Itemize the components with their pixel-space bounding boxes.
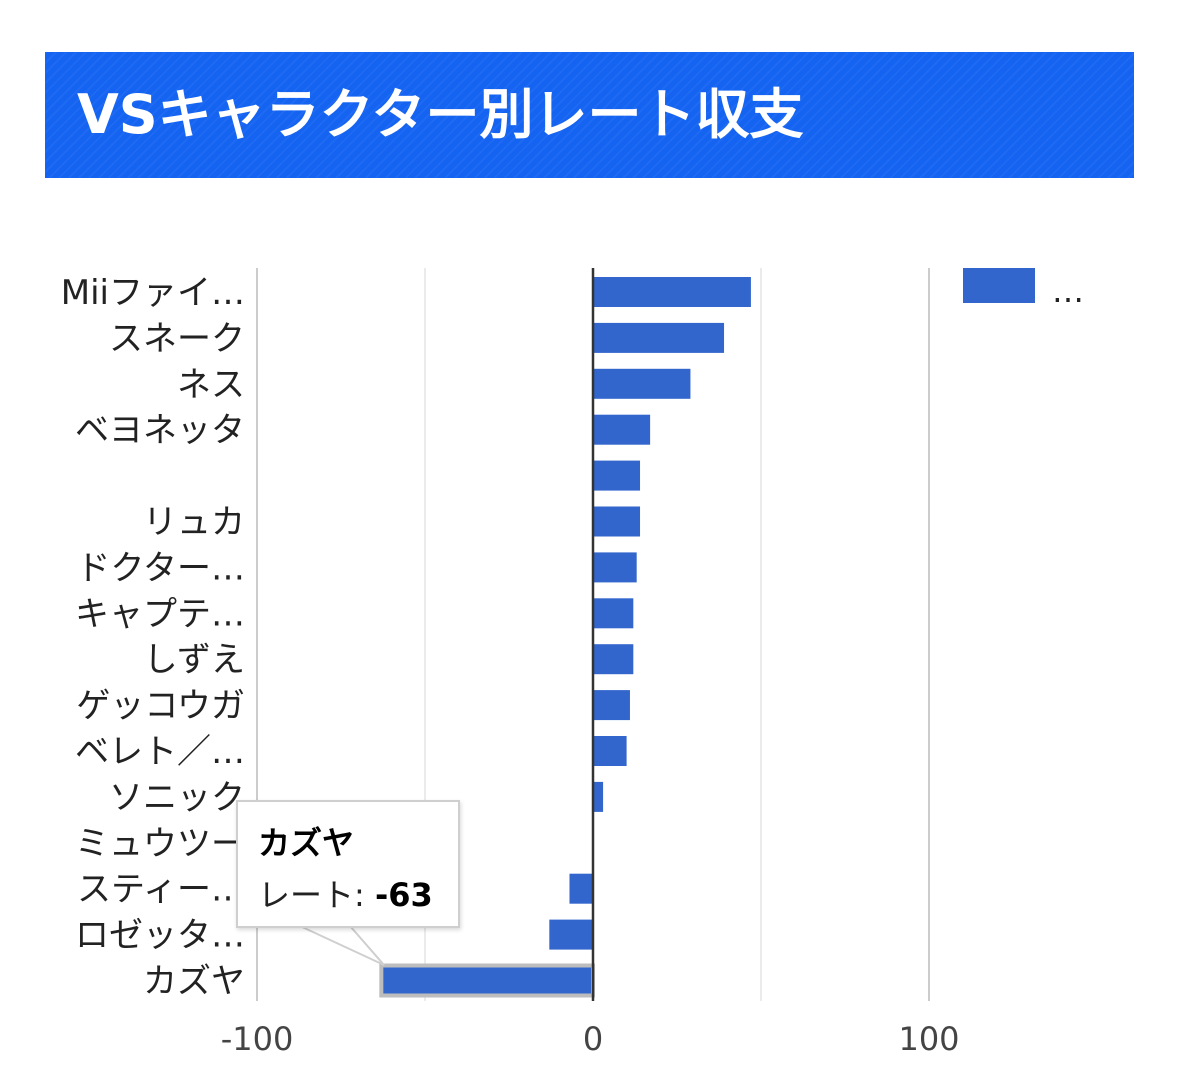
bar bbox=[593, 644, 634, 675]
x-tick-label: 0 bbox=[583, 1020, 603, 1058]
category-label: スティー… bbox=[77, 870, 245, 910]
tooltip: カズヤ レート: -63 bbox=[236, 800, 460, 928]
category-label: ベヨネッタ bbox=[75, 411, 245, 451]
x-tick-label: 100 bbox=[898, 1020, 959, 1058]
category-label: スネーク bbox=[109, 319, 245, 359]
category-label: Miiファイ… bbox=[61, 273, 245, 313]
bar bbox=[569, 873, 593, 904]
category-label: ネス bbox=[177, 365, 245, 405]
tooltip-label: レート: bbox=[258, 876, 375, 914]
bar bbox=[593, 506, 641, 537]
bar bbox=[593, 460, 641, 491]
bar bbox=[593, 552, 637, 583]
bar bbox=[593, 781, 604, 812]
category-label: ベレト／… bbox=[75, 732, 245, 772]
category-label: ミュウツー bbox=[75, 824, 245, 864]
bar-highlighted bbox=[379, 963, 595, 998]
category-label: ゲッコウガ bbox=[76, 686, 245, 726]
tooltip-value: -63 bbox=[374, 876, 433, 914]
chart-header: VSキャラクター別レート収支 bbox=[45, 52, 1134, 178]
bar bbox=[549, 919, 593, 950]
x-tick-label: -100 bbox=[221, 1020, 294, 1058]
category-label: ロゼッタ… bbox=[75, 916, 245, 956]
legend-label: … bbox=[1052, 272, 1084, 310]
bar bbox=[593, 322, 725, 353]
category-label: ドクター… bbox=[76, 548, 245, 588]
category-label: カズヤ bbox=[143, 962, 245, 1002]
bar bbox=[593, 368, 691, 399]
bar bbox=[593, 277, 751, 307]
tooltip-line: レート: -63 bbox=[258, 870, 433, 916]
page-title: VSキャラクター別レート収支 bbox=[77, 83, 804, 146]
bar bbox=[593, 414, 651, 445]
bar bbox=[593, 690, 630, 721]
bar bbox=[593, 736, 627, 766]
category-label: キャプテ… bbox=[75, 594, 245, 634]
category-label: しずえ bbox=[144, 640, 245, 680]
tooltip-title: カズヤ bbox=[258, 824, 355, 862]
bar bbox=[593, 598, 634, 629]
category-label: リュカ bbox=[143, 503, 245, 543]
legend-swatch bbox=[963, 268, 1035, 303]
category-label: ソニック bbox=[109, 778, 245, 818]
